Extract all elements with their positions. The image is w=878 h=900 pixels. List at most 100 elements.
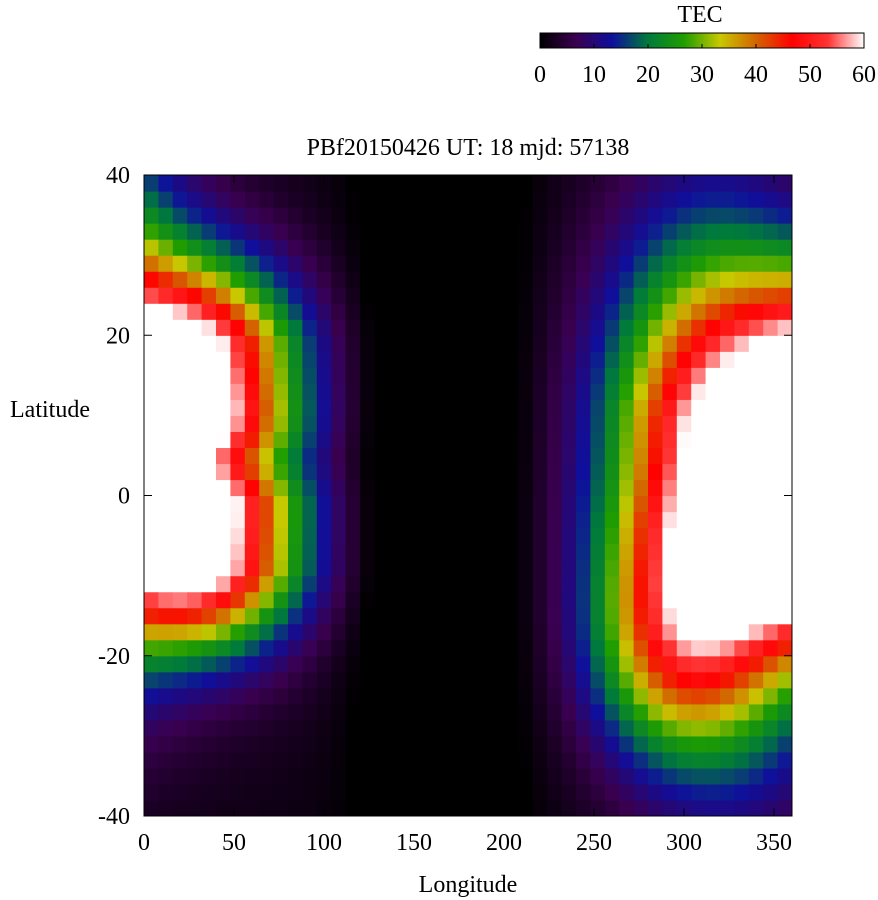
- heatmap-cell: [244, 527, 260, 545]
- heatmap-cell: [547, 271, 563, 288]
- heatmap-cell: [705, 719, 721, 737]
- heatmap-cell: [648, 447, 663, 465]
- heatmap-cell: [158, 687, 174, 705]
- heatmap-cell: [216, 415, 231, 433]
- heatmap-cell: [460, 559, 476, 577]
- heatmap-cell: [460, 287, 476, 304]
- heatmap-cell: [763, 303, 779, 320]
- colorbar-label: TEC: [677, 2, 722, 28]
- heatmap-cell: [388, 239, 404, 256]
- heatmap-cell: [216, 527, 231, 545]
- heatmap-cell: [547, 191, 563, 208]
- heatmap-cell: [504, 399, 519, 416]
- heatmap-cell: [475, 527, 491, 545]
- heatmap-cell: [748, 479, 764, 497]
- heatmap-cell: [417, 191, 433, 208]
- heatmap-cell: [691, 495, 707, 513]
- heatmap-cell: [604, 335, 620, 352]
- heatmap-cell: [201, 303, 217, 320]
- heatmap-cell: [734, 447, 750, 465]
- heatmap-cell: [662, 575, 678, 593]
- heatmap-cell: [763, 575, 779, 593]
- heatmap-cell: [244, 191, 260, 208]
- heatmap-cell: [288, 223, 303, 240]
- heatmap-cell: [302, 223, 318, 240]
- heatmap-cell: [144, 335, 159, 352]
- heatmap-cell: [460, 463, 476, 481]
- heatmap-cell: [417, 607, 433, 625]
- heatmap-cell: [734, 639, 750, 657]
- heatmap-cell: [403, 255, 419, 272]
- heatmap-cell: [345, 415, 361, 433]
- heatmap-cell: [259, 607, 275, 625]
- heatmap-cell: [432, 575, 447, 593]
- heatmap-cell: [331, 735, 347, 753]
- heatmap-cell: [230, 351, 246, 368]
- heatmap-cell: [720, 559, 735, 577]
- heatmap-cell: [633, 783, 649, 801]
- heatmap-cell: [316, 783, 332, 801]
- heatmap-cell: [158, 399, 174, 416]
- heatmap-cell: [187, 783, 203, 801]
- heatmap-cell: [518, 447, 534, 465]
- heatmap-cell: [144, 751, 159, 769]
- heatmap-cell: [475, 639, 491, 657]
- heatmap-cell: [302, 271, 318, 288]
- heatmap-cell: [475, 431, 491, 449]
- heatmap-cell: [576, 687, 591, 705]
- heatmap-cell: [273, 687, 289, 705]
- heatmap-cell: [345, 671, 361, 689]
- heatmap-cell: [216, 575, 231, 593]
- heatmap-cell: [633, 239, 649, 256]
- heatmap-cell: [777, 271, 792, 288]
- heatmap-cell: [720, 431, 735, 449]
- heatmap-cell: [691, 543, 707, 561]
- heatmap-cell: [460, 767, 476, 785]
- heatmap-cell: [388, 383, 404, 400]
- heatmap-cell: [201, 639, 217, 657]
- heatmap-cell: [561, 655, 577, 673]
- heatmap-cell: [432, 559, 447, 577]
- heatmap-cell: [777, 191, 792, 208]
- heatmap-cell: [259, 415, 275, 433]
- heatmap-cell: [676, 559, 692, 577]
- heatmap-cell: [475, 511, 491, 529]
- heatmap-cell: [388, 687, 404, 705]
- heatmap-cell: [576, 623, 591, 641]
- heatmap-cell: [388, 463, 404, 481]
- heatmap-cell: [763, 511, 779, 529]
- heatmap-cell: [388, 655, 404, 673]
- heatmap-cell: [633, 527, 649, 545]
- heatmap-cell: [172, 575, 188, 593]
- heatmap-cell: [374, 223, 390, 240]
- heatmap-cell: [460, 319, 476, 336]
- heatmap-cell: [763, 767, 779, 785]
- heatmap-cell: [374, 559, 390, 577]
- heatmap-cell: [302, 591, 318, 609]
- heatmap-cell: [691, 639, 707, 657]
- heatmap-cell: [504, 223, 519, 240]
- heatmap-cell: [691, 703, 707, 721]
- heatmap-cell: [619, 479, 635, 497]
- heatmap-cell: [244, 607, 260, 625]
- heatmap-cell: [518, 671, 534, 689]
- heatmap-cell: [748, 431, 764, 449]
- heatmap-cell: [388, 495, 404, 513]
- heatmap-cell: [144, 479, 159, 497]
- heatmap-cell: [288, 271, 303, 288]
- heatmap-cell: [504, 783, 519, 801]
- heatmap-cell: [259, 335, 275, 352]
- heatmap-cell: [604, 255, 620, 272]
- heatmap-cell: [633, 607, 649, 625]
- heatmap-cell: [201, 799, 217, 816]
- heatmap-cell: [532, 271, 548, 288]
- heatmap-cell: [619, 303, 635, 320]
- heatmap-cell: [604, 399, 620, 416]
- heatmap-cell: [388, 303, 404, 320]
- heatmap-cell: [561, 479, 577, 497]
- heatmap-cell: [777, 223, 792, 240]
- heatmap-cell: [734, 335, 750, 352]
- heatmap-cell: [374, 255, 390, 272]
- heatmap-cell: [763, 463, 779, 481]
- heatmap-cell: [619, 463, 635, 481]
